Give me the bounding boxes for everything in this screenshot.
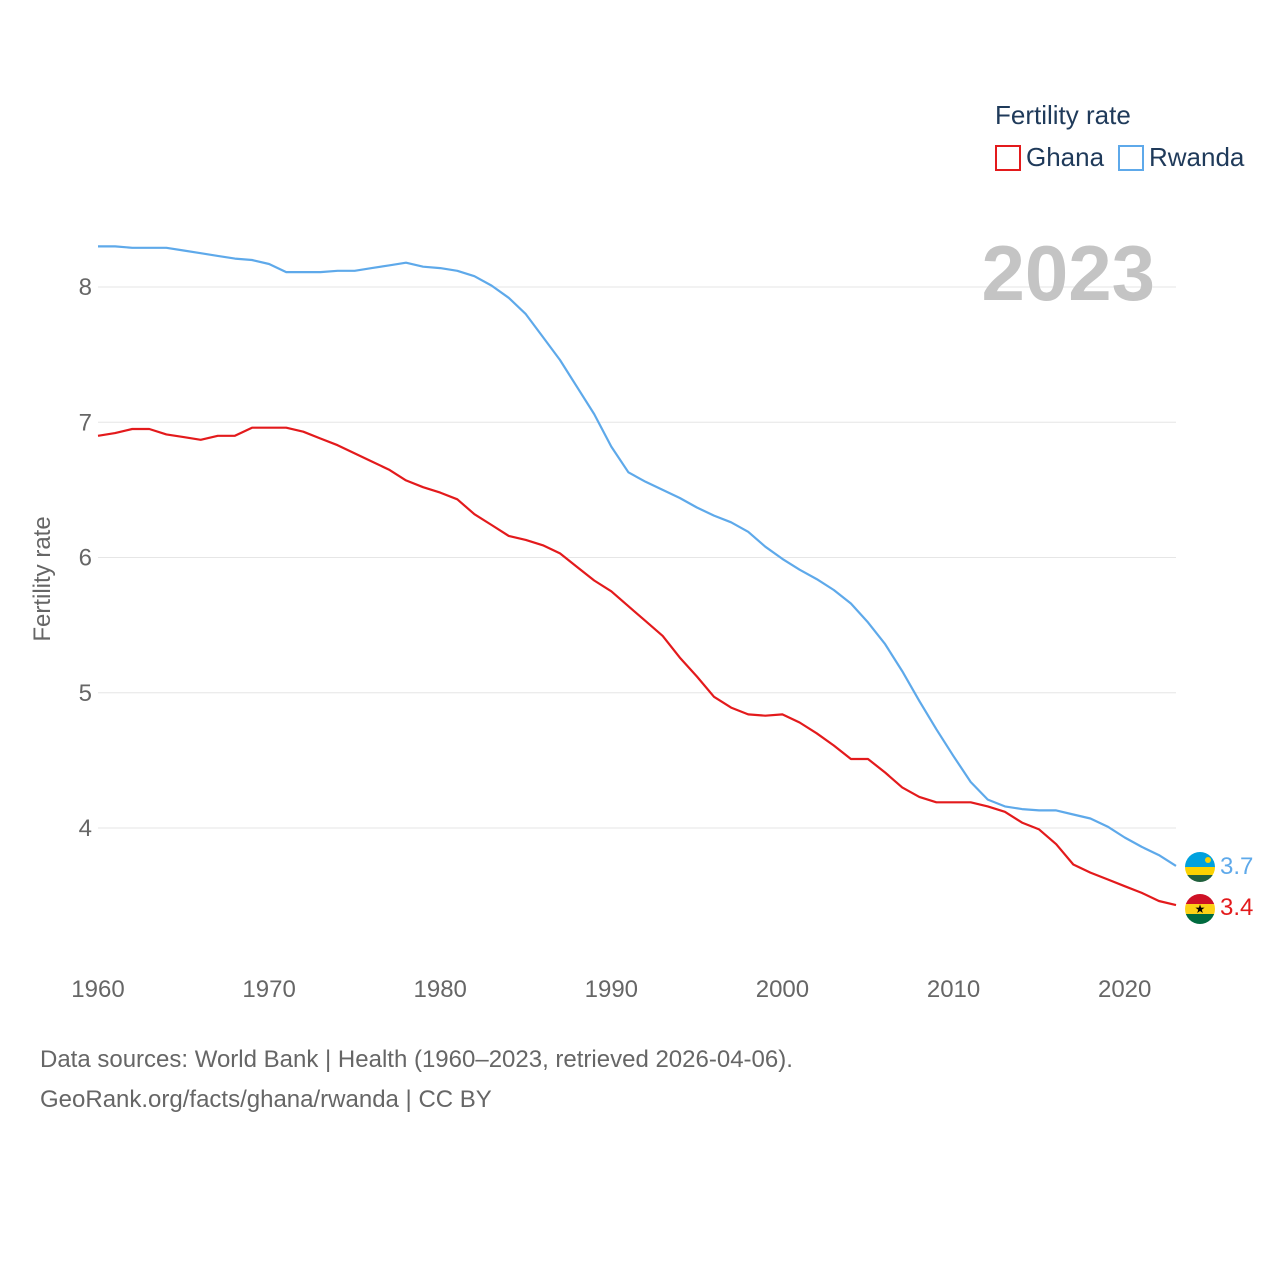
y-tick-label: 8 <box>79 274 92 301</box>
ghana-flag-icon: ★ <box>1185 894 1215 924</box>
y-tick-label: 6 <box>79 545 92 572</box>
year-watermark: 2023 <box>981 229 1155 317</box>
y-tick-label: 4 <box>79 815 92 842</box>
series-line-ghana[interactable] <box>97 426 1177 907</box>
rwanda-flag-icon <box>1185 852 1215 882</box>
legend-label-ghana[interactable]: Ghana <box>1026 142 1105 172</box>
fertility-rate-chart: Fertility rate Ghana Rwanda 2023 4 5 6 7 8 1… <box>29 100 1253 1003</box>
series-layer <box>97 245 1177 907</box>
data-sources-text: Data sources: World Bank | Health (1960–… <box>40 1046 793 1073</box>
x-axis-ticks: 1960 1970 1980 1990 2000 2010 2020 <box>71 976 1151 1003</box>
x-tick-label: 1980 <box>414 976 467 1003</box>
gridlines <box>98 286 1176 829</box>
legend-swatch-rwanda[interactable] <box>1118 145 1144 171</box>
legend: Fertility rate Ghana Rwanda <box>995 100 1245 172</box>
legend-title: Fertility rate <box>995 100 1131 130</box>
legend-label-rwanda[interactable]: Rwanda <box>1149 142 1245 172</box>
legend-swatch-ghana[interactable] <box>995 145 1021 171</box>
x-tick-label: 1960 <box>71 976 124 1003</box>
series-line-rwanda[interactable] <box>98 245 1177 867</box>
attribution-text: GeoRank.org/facts/ghana/rwanda | CC BY <box>40 1086 492 1113</box>
y-tick-label: 5 <box>79 680 92 707</box>
y-tick-label: 7 <box>79 409 92 436</box>
x-tick-label: 2000 <box>756 976 809 1003</box>
end-label-ghana: 3.4 <box>1220 894 1253 921</box>
footer: Data sources: World Bank | Health (1960–… <box>40 1040 793 1120</box>
x-tick-label: 2010 <box>927 976 980 1003</box>
x-tick-label: 1990 <box>585 976 638 1003</box>
end-label-rwanda: 3.7 <box>1220 853 1253 880</box>
y-axis-title: Fertility rate <box>29 516 56 641</box>
y-axis-ticks: 4 5 6 7 8 <box>79 274 92 842</box>
x-tick-label: 2020 <box>1098 976 1151 1003</box>
svg-text:★: ★ <box>1195 902 1206 916</box>
x-tick-label: 1970 <box>242 976 295 1003</box>
